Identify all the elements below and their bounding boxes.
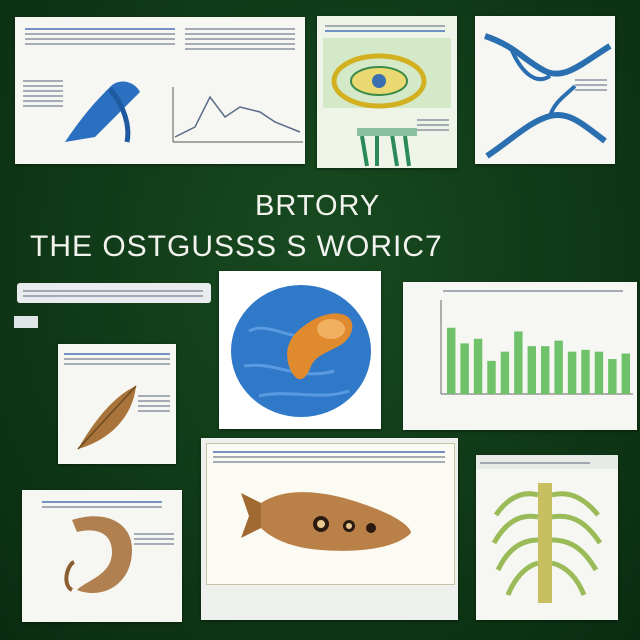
chart-bar xyxy=(473,338,483,394)
fish-icon xyxy=(241,492,411,551)
chart-bar xyxy=(527,346,536,394)
small-tag xyxy=(14,316,38,328)
chart-bar xyxy=(500,351,510,394)
chart-bar xyxy=(514,331,523,394)
card-green-spine xyxy=(476,455,618,620)
card-brown-bone xyxy=(22,490,182,622)
chart-bar xyxy=(608,359,617,394)
chart-bar xyxy=(621,353,630,394)
spine-icon xyxy=(491,483,603,603)
chart-bar xyxy=(581,349,590,394)
card-bar-chart xyxy=(403,282,637,430)
cell-diagram-icon xyxy=(323,38,451,167)
card-blue-vein-diagram xyxy=(475,16,615,164)
blue-specimen-icon xyxy=(65,81,303,143)
chart-bar xyxy=(487,360,496,394)
card-brown-leaf xyxy=(58,344,176,464)
card-fish-specimen xyxy=(201,438,458,620)
headline-line-1: BRTORY xyxy=(255,190,381,222)
label-pill xyxy=(17,283,211,303)
leaf-icon xyxy=(77,385,137,450)
vein-icon xyxy=(484,33,612,159)
chart-bar xyxy=(447,327,456,394)
chart-bar xyxy=(594,351,604,394)
card-blue-globe xyxy=(219,271,381,429)
chart-bar xyxy=(554,340,563,394)
globe-icon xyxy=(231,285,371,417)
chart-bar xyxy=(460,343,469,394)
bar-chart-icon xyxy=(440,300,633,395)
chart-bar xyxy=(541,346,550,394)
bone-icon xyxy=(64,516,132,594)
headline-line-2: THE OSTGUSSS S WORIC7 xyxy=(30,230,443,263)
card-yellow-cell-diagram xyxy=(317,16,457,168)
chart-bar xyxy=(567,351,577,394)
card-blue-specimen-with-graph xyxy=(15,17,305,164)
